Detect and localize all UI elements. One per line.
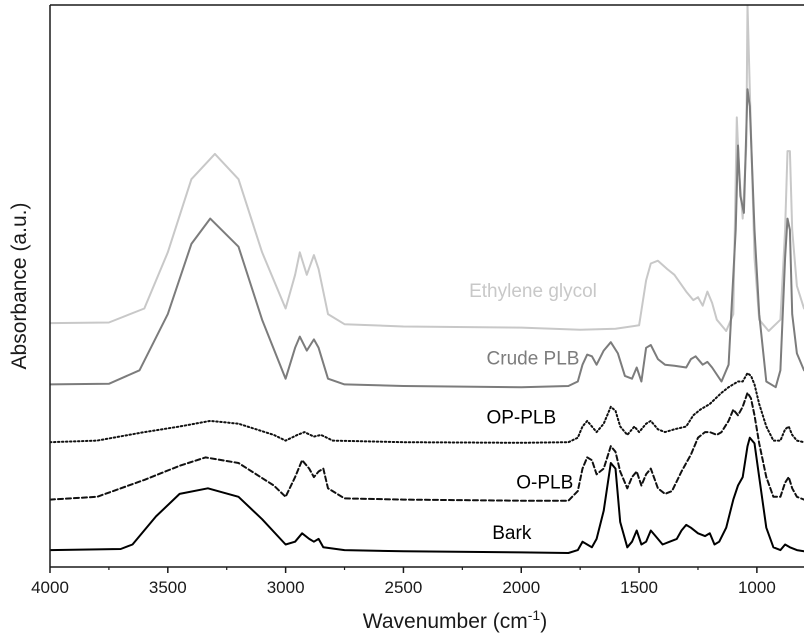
x-axis-title-close: ) — [540, 610, 547, 633]
series-layer — [50, 5, 804, 554]
x-tick-label: 2500 — [385, 578, 423, 597]
x-tick-label: 4000 — [31, 578, 69, 597]
axes — [49, 4, 804, 568]
x-tick-label: 3000 — [267, 578, 305, 597]
x-ticks: 4000 3500 3000 2500 2000 1500 1000 — [31, 567, 776, 597]
x-axis-title-main: Wavenumber (cm — [363, 610, 528, 633]
series-label-op-plb: OP-PLB — [486, 408, 556, 429]
x-axis-title: Wavenumber (cm-1) — [363, 607, 547, 633]
x-tick-label: 3500 — [149, 578, 187, 597]
series-line-crude-plb — [50, 88, 804, 389]
y-axis-title: Absorbance (a.u.) — [8, 203, 31, 370]
series-line-op-plb — [50, 372, 804, 444]
series-line-ethylene-glycol — [50, 5, 804, 332]
series-label-crude-plb: Crude PLB — [487, 349, 580, 370]
series-labels: Ethylene glycol Crude PLB OP-PLB O-PLB Bark — [469, 281, 597, 544]
series-line-o-plb — [50, 391, 804, 502]
series-label-ethylene-glycol: Ethylene glycol — [469, 281, 597, 302]
series-label-bark: Bark — [492, 523, 532, 544]
series-label-o-plb: O-PLB — [516, 472, 573, 493]
series-line-bark — [50, 436, 804, 554]
x-axis-title-sup: -1 — [528, 607, 541, 623]
x-tick-label: 1500 — [620, 578, 658, 597]
x-tick-label: 1000 — [738, 578, 776, 597]
x-tick-label: 2000 — [502, 578, 540, 597]
